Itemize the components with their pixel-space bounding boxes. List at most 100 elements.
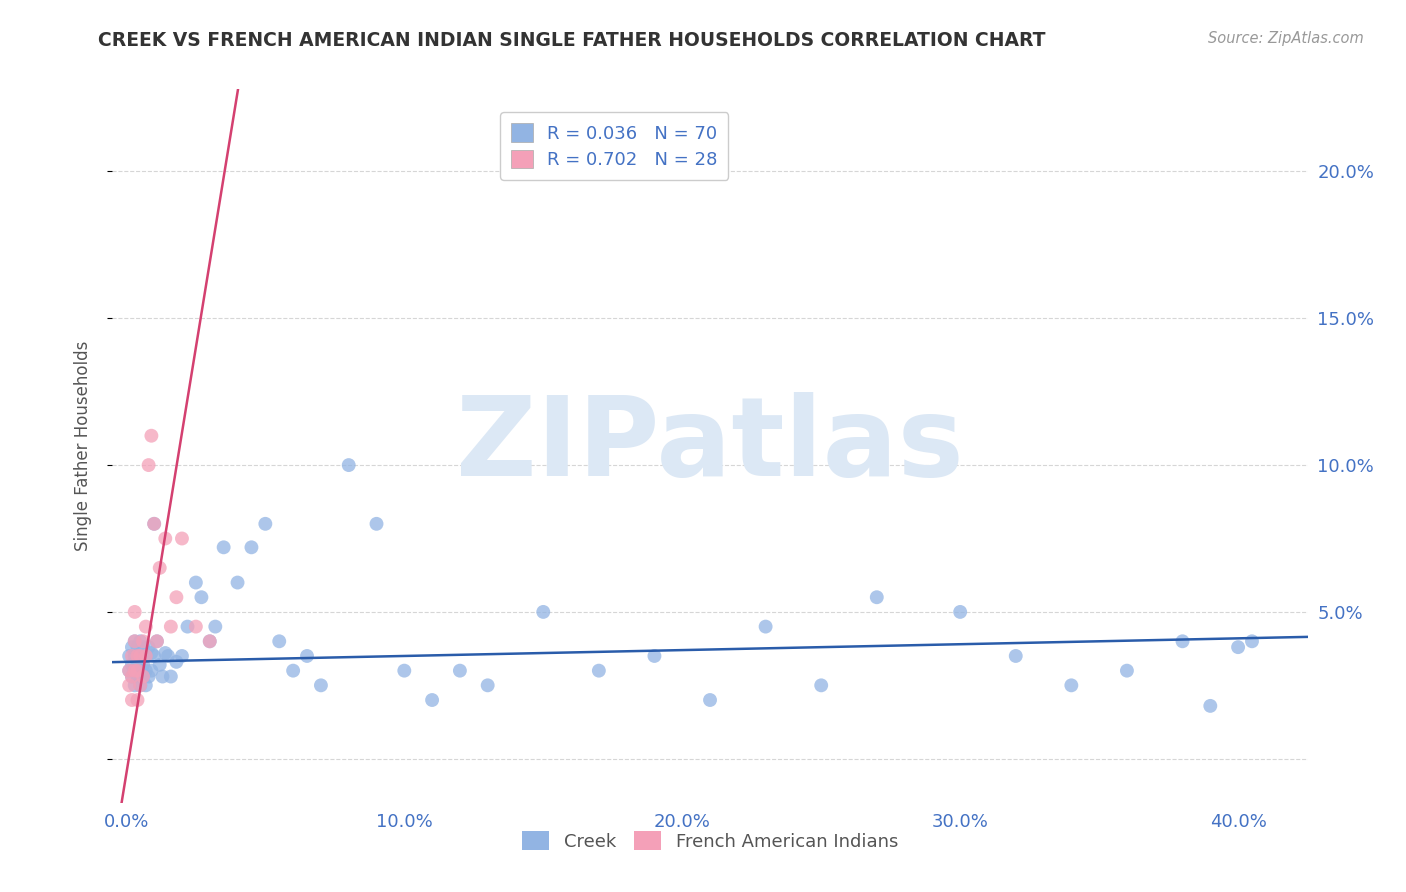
Point	[146, 634, 169, 648]
Point	[132, 657, 155, 672]
Point	[170, 648, 193, 663]
Point	[135, 664, 157, 678]
Point	[160, 669, 183, 683]
Point	[141, 646, 163, 660]
Point	[157, 648, 180, 663]
Point	[135, 678, 157, 692]
Point	[124, 664, 146, 678]
Point	[118, 664, 141, 678]
Point	[135, 648, 157, 663]
Point	[127, 648, 149, 663]
Point	[198, 634, 221, 648]
Point	[295, 648, 318, 663]
Point	[1240, 634, 1263, 648]
Point	[420, 693, 443, 707]
Point	[152, 669, 174, 683]
Point	[135, 648, 157, 663]
Point	[129, 678, 152, 692]
Point	[141, 664, 163, 678]
Point	[118, 648, 141, 663]
Point	[132, 634, 155, 648]
Point	[588, 664, 610, 678]
Point	[337, 458, 360, 472]
Point	[121, 669, 143, 683]
Point	[118, 664, 141, 678]
Point	[1060, 678, 1083, 692]
Point	[143, 648, 166, 663]
Point	[132, 669, 155, 683]
Point	[165, 655, 187, 669]
Point	[141, 428, 163, 442]
Point	[138, 640, 160, 655]
Point	[269, 634, 291, 648]
Point	[121, 640, 143, 655]
Point	[240, 541, 263, 555]
Point	[149, 657, 172, 672]
Point	[129, 664, 152, 678]
Point	[1004, 648, 1026, 663]
Text: CREEK VS FRENCH AMERICAN INDIAN SINGLE FATHER HOUSEHOLDS CORRELATION CHART: CREEK VS FRENCH AMERICAN INDIAN SINGLE F…	[98, 31, 1046, 50]
Point	[212, 541, 235, 555]
Text: ZIPatlas: ZIPatlas	[456, 392, 965, 500]
Point	[699, 693, 721, 707]
Point	[121, 669, 143, 683]
Point	[1171, 634, 1194, 648]
Point	[129, 648, 152, 663]
Point	[184, 575, 207, 590]
Point	[254, 516, 277, 531]
Point	[121, 693, 143, 707]
Point	[129, 634, 152, 648]
Point	[165, 591, 187, 605]
Point	[366, 516, 388, 531]
Point	[143, 516, 166, 531]
Point	[755, 619, 778, 633]
Point	[132, 669, 155, 683]
Point	[124, 634, 146, 648]
Point	[146, 634, 169, 648]
Point	[149, 561, 172, 575]
Point	[643, 648, 665, 663]
Point	[155, 532, 177, 546]
Point	[190, 591, 212, 605]
Point	[127, 693, 149, 707]
Point	[135, 619, 157, 633]
Point	[143, 516, 166, 531]
Point	[121, 657, 143, 672]
Point	[129, 678, 152, 692]
Point	[124, 605, 146, 619]
Point	[531, 605, 554, 619]
Text: Source: ZipAtlas.com: Source: ZipAtlas.com	[1208, 31, 1364, 46]
Point	[204, 619, 226, 633]
Point	[198, 634, 221, 648]
Point	[124, 634, 146, 648]
Point	[449, 664, 471, 678]
Point	[477, 678, 499, 692]
Point	[155, 646, 177, 660]
Point	[138, 458, 160, 472]
Point	[281, 664, 304, 678]
Point	[127, 640, 149, 655]
Point	[810, 678, 832, 692]
Point	[160, 619, 183, 633]
Legend: Creek, French American Indians: Creek, French American Indians	[515, 824, 905, 858]
Point	[170, 532, 193, 546]
Point	[132, 640, 155, 655]
Point	[176, 619, 198, 633]
Point	[1199, 698, 1222, 713]
Point	[127, 664, 149, 678]
Point	[127, 669, 149, 683]
Point	[124, 678, 146, 692]
Point	[121, 648, 143, 663]
Point	[118, 678, 141, 692]
Point	[394, 664, 416, 678]
Y-axis label: Single Father Households: Single Father Households	[73, 341, 91, 551]
Point	[949, 605, 972, 619]
Point	[127, 655, 149, 669]
Point	[184, 619, 207, 633]
Point	[309, 678, 332, 692]
Point	[1116, 664, 1139, 678]
Point	[138, 669, 160, 683]
Point	[226, 575, 249, 590]
Point	[866, 591, 889, 605]
Point	[1227, 640, 1250, 655]
